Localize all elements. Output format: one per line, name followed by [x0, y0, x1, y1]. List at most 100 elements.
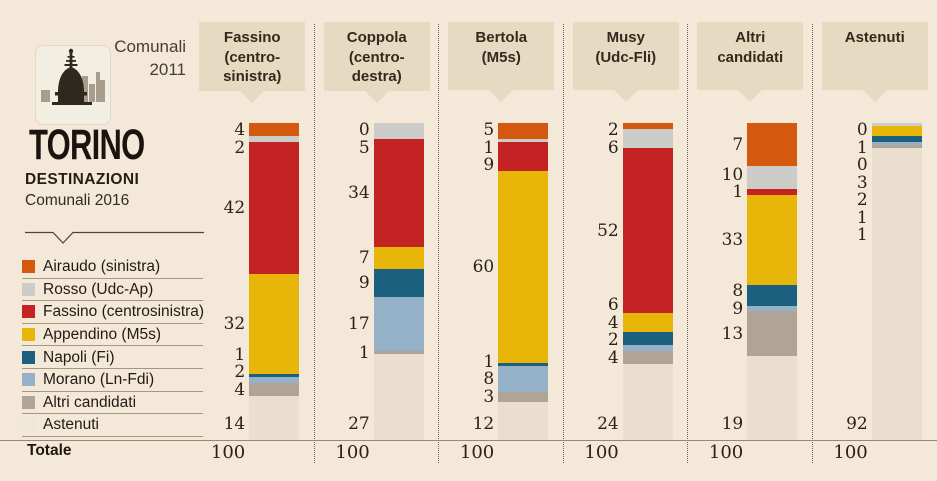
value-label: 1: [483, 137, 495, 158]
bar-segment: [622, 148, 673, 314]
legend-label: Astenuti: [43, 416, 100, 434]
legend-label: Morano (Ln-Fdi): [43, 371, 155, 389]
value-label: 1: [856, 137, 868, 158]
bar-segment: [622, 313, 673, 333]
legend-label: Rosso (Udc-Ap): [43, 280, 154, 298]
bar-segment: [373, 246, 424, 269]
column-plot: 4 2 42 32 1 2 4 14: [205, 120, 300, 440]
pointer-bracket-icon: [25, 231, 204, 244]
column-header-line: (centro-: [348, 48, 405, 66]
bar-segment: [249, 123, 300, 136]
value-labels: 0 5 34 7 9 17 1 27: [330, 120, 370, 440]
value-label: 2: [607, 120, 619, 140]
column-header-line: Astenuti: [844, 29, 905, 46]
chart-column: Astenuti 0 1 0 3 2 1 1 92 100: [811, 0, 937, 481]
column-header-line: destra): [351, 68, 402, 85]
value-label: 7: [732, 134, 744, 155]
left-panel: Comunali 2011 TORINO DESTINAZIONI Comuna…: [0, 0, 204, 481]
section-subtitle: Comunali 2016: [25, 192, 130, 209]
value-label: 8: [732, 281, 744, 302]
value-label: 32: [223, 313, 246, 334]
bar-segment: [498, 123, 549, 139]
bar-segment: [249, 377, 300, 384]
bar-segment: [249, 374, 300, 378]
value-label: 1: [483, 351, 495, 372]
value-label: 60: [472, 257, 495, 278]
column-header-line: (Udc-Fli): [595, 48, 657, 66]
value-label: 42: [223, 197, 246, 218]
legend-item: Morano (Ln-Fdi): [22, 369, 203, 392]
value-label: 1: [856, 207, 868, 228]
legend-item: Appendino (M5s): [22, 324, 203, 347]
stacked-bar: [622, 123, 673, 440]
column-header-box: Bertola (M5s): [448, 22, 555, 90]
column-header: Bertola (M5s): [448, 22, 555, 102]
bar-segment: [373, 268, 424, 298]
column-header-line: Fassino: [223, 29, 281, 46]
value-label: 9: [732, 298, 744, 319]
vote-flow-chart: Fassino (centro-sinistra) 4 2 42 32 1 2 4 14 100 Co…: [190, 0, 937, 481]
bar-segment: [871, 141, 922, 146]
column-plot: 2 6 52 6 4 2 4 24: [579, 120, 673, 440]
legend-item: Rosso (Udc-Ap): [22, 279, 203, 302]
column-header-line: Altri: [735, 29, 766, 46]
bar-segment: [622, 363, 673, 440]
bar-segment: [498, 391, 549, 402]
legend-label: Fassino (centrosinistra): [43, 303, 205, 321]
bar-segment: [498, 142, 549, 171]
value-label: 4: [234, 120, 246, 140]
value-label: 3: [483, 386, 495, 407]
value-label: 9: [483, 155, 495, 175]
value-label: 7: [358, 247, 370, 268]
column-header-line: Musy: [606, 29, 645, 46]
legend: Airaudo (sinistra) Rosso (Udc-Ap) Fassino …: [22, 256, 205, 462]
header-pointer-icon: [489, 90, 514, 102]
legend-label: Napoli (Fi): [43, 348, 115, 366]
value-label: 8: [483, 369, 495, 390]
legend-swatch: [22, 282, 35, 296]
bar-segment: [747, 356, 798, 440]
value-label: 34: [348, 182, 370, 203]
legend-item: Astenuti: [22, 414, 203, 437]
column-header-box: Musy (Udc-Fli): [572, 22, 679, 90]
source-election-line1: Comunali: [114, 37, 186, 56]
value-label: 6: [607, 137, 619, 158]
legend-total-row: Totale: [22, 440, 203, 462]
value-label: 2: [856, 190, 868, 210]
page-title: TORINO: [29, 121, 145, 169]
value-label: 4: [607, 347, 619, 368]
bar-segment: [373, 351, 424, 355]
header-pointer-icon: [240, 90, 265, 103]
bar-segment: [747, 188, 798, 196]
value-label: 92: [846, 414, 868, 434]
bar-segment: [871, 135, 922, 142]
column-plot: 0 1 0 3 2 1 1 92: [828, 120, 922, 440]
bar-segment: [373, 354, 424, 440]
column-header-box: Altri candidati: [697, 22, 804, 90]
column-total: 100: [833, 442, 868, 463]
column-header-line: candidati: [717, 48, 784, 66]
column-total: 100: [210, 442, 246, 463]
chart-column: Altri candidati 7 10 1 33 8 9 13 19 100: [687, 0, 813, 481]
value-label: 19: [721, 414, 744, 434]
chart-baseline: [0, 440, 937, 441]
value-label: 1: [358, 342, 370, 363]
value-label: 5: [358, 137, 370, 158]
bar-segment: [622, 332, 673, 345]
bar-segment: [498, 401, 549, 440]
legend-item: Airaudo (sinistra): [22, 256, 203, 279]
legend-item: Altri candidati: [22, 392, 203, 415]
value-labels: 4 2 42 32 1 2 4 14: [205, 120, 246, 440]
column-header-line: (centro-: [224, 48, 281, 66]
legend-item: Napoli (Fi): [22, 346, 203, 369]
column-plot: 7 10 1 33 8 9 13 19: [703, 123, 798, 440]
bar-segment: [747, 195, 798, 286]
legend-swatch: [22, 373, 35, 387]
chart-column: Musy (Udc-Fli) 2 6 52 6 4 2 4 24 100: [562, 0, 689, 481]
value-label: 2: [234, 362, 246, 383]
legend-swatch: [22, 305, 35, 319]
column-total: 100: [584, 442, 619, 463]
column-header-box: Coppola (centro-destra): [323, 22, 430, 91]
bar-segment: [249, 395, 300, 440]
